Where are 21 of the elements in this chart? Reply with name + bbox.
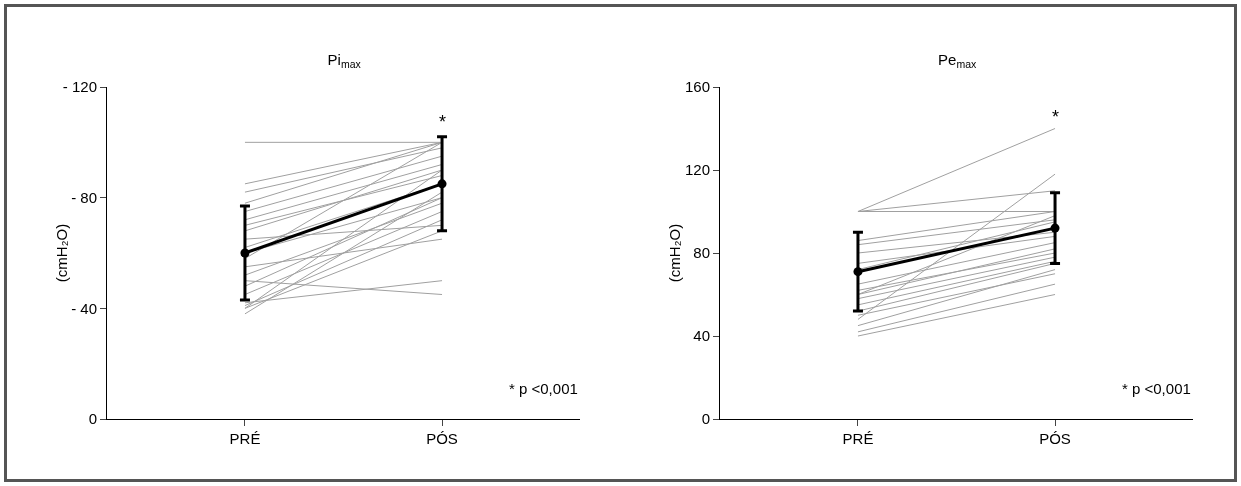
annotation: * p <0,001: [509, 380, 578, 397]
x-tick-label: PRÉ: [229, 430, 261, 447]
y-tick-label: 0: [701, 410, 710, 428]
y-tick-label: - 120: [62, 78, 97, 96]
y-tick-label: 0: [88, 410, 97, 428]
y-tick-label: - 80: [71, 188, 97, 206]
annotation: * p <0,001: [1122, 380, 1191, 397]
y-tick-label: 160: [684, 78, 710, 96]
chart-title: Pe$_{max}$: [938, 50, 977, 70]
y-axis-title: (cmH₂O): [666, 223, 683, 283]
x-tick-label: PÓS: [426, 430, 458, 447]
y-tick-label: 120: [684, 161, 710, 179]
y-tick-label: 80: [693, 244, 710, 262]
y-tick-label: - 40: [71, 299, 97, 317]
annotation: *: [439, 112, 447, 132]
x-tick-label: PÓS: [1039, 430, 1071, 447]
annotation: *: [1052, 107, 1060, 127]
y-axis-title: (cmH₂O): [53, 223, 70, 283]
y-tick-label: 40: [693, 327, 710, 345]
x-tick-label: PRÉ: [842, 430, 874, 447]
chart-title: Pi$_{max}$: [327, 50, 362, 70]
